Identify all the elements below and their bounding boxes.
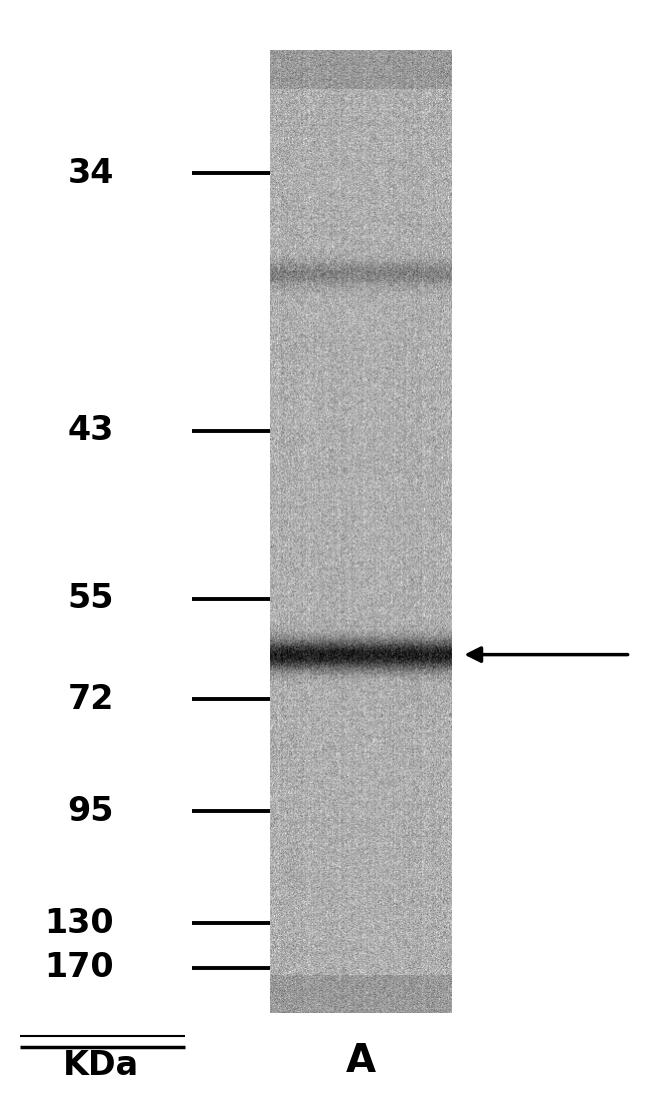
Text: KDa: KDa — [62, 1049, 139, 1082]
Text: A: A — [346, 1042, 376, 1080]
Text: 72: 72 — [68, 683, 114, 716]
Text: 170: 170 — [44, 951, 114, 985]
Text: 34: 34 — [68, 157, 114, 190]
Text: 95: 95 — [67, 794, 114, 828]
Text: 130: 130 — [44, 906, 114, 940]
Text: 55: 55 — [67, 582, 114, 615]
Text: 43: 43 — [68, 414, 114, 448]
